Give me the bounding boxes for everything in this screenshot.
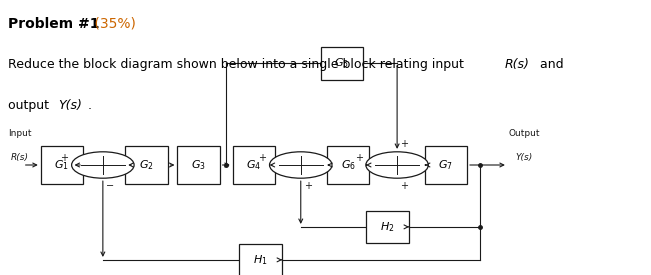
Bar <box>320 47 363 80</box>
Text: $H_{1}$: $H_{1}$ <box>253 253 268 267</box>
Text: +: + <box>400 181 408 191</box>
Text: .: . <box>88 99 92 112</box>
Text: $G_{2}$: $G_{2}$ <box>139 158 154 172</box>
Text: (35%): (35%) <box>90 16 135 31</box>
Text: $G_{6}$: $G_{6}$ <box>340 158 356 172</box>
Bar <box>366 211 409 243</box>
Text: Y(s): Y(s) <box>59 99 83 112</box>
Bar <box>40 146 83 184</box>
Text: $G_{7}$: $G_{7}$ <box>439 158 453 172</box>
Bar <box>425 146 467 184</box>
Bar <box>327 146 370 184</box>
Text: $H_{2}$: $H_{2}$ <box>380 220 395 234</box>
Text: +: + <box>61 153 68 163</box>
Text: Reduce the block diagram shown below into a single block relating input: Reduce the block diagram shown below int… <box>8 58 468 71</box>
Circle shape <box>72 152 134 178</box>
Text: Y(s): Y(s) <box>516 153 533 162</box>
Text: R(s): R(s) <box>505 58 529 71</box>
Text: R(s): R(s) <box>10 153 29 162</box>
Circle shape <box>366 152 428 178</box>
Text: +: + <box>400 139 408 149</box>
Text: and: and <box>536 58 563 71</box>
Bar <box>177 146 219 184</box>
Bar <box>240 244 282 275</box>
Text: −: − <box>106 181 114 191</box>
Text: $G_{4}$: $G_{4}$ <box>246 158 262 172</box>
Text: $G_{1}$: $G_{1}$ <box>55 158 69 172</box>
Bar <box>233 146 275 184</box>
Text: $G_{5}$: $G_{5}$ <box>335 56 349 70</box>
Circle shape <box>270 152 332 178</box>
Text: Problem #1: Problem #1 <box>8 16 100 31</box>
Text: Input: Input <box>8 128 31 138</box>
Text: +: + <box>258 153 266 163</box>
Text: Output: Output <box>508 128 540 138</box>
Text: $G_{3}$: $G_{3}$ <box>191 158 206 172</box>
Text: output: output <box>8 99 53 112</box>
Text: +: + <box>355 153 363 163</box>
Text: +: + <box>304 181 312 191</box>
Bar <box>125 146 168 184</box>
